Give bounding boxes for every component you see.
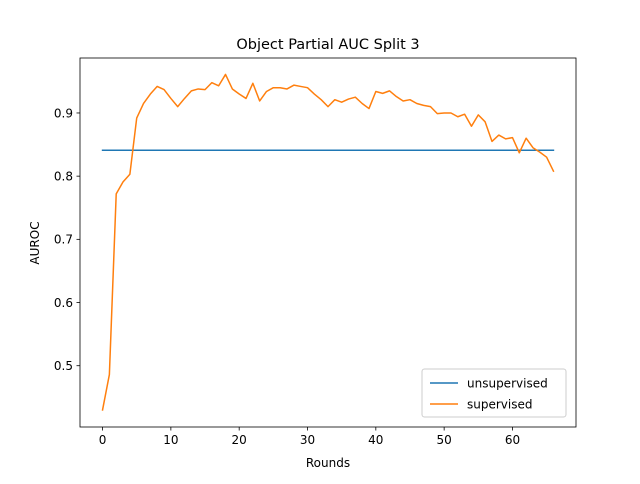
x-tick-label: 40 (368, 433, 383, 447)
plot-area: 0 10 20 30 40 50 60 0.5 0.6 0.7 0.8 0.9 unsupervised… (54, 57, 577, 447)
x-tick-label: 50 (437, 433, 452, 447)
x-tick-label: 30 (300, 433, 315, 447)
y-tick-label: 0.6 (54, 296, 73, 310)
legend-label-unsupervised: unsupervised (467, 376, 548, 390)
series-line-supervised (101, 73, 555, 411)
y-tick-label: 0.8 (54, 169, 73, 183)
y-tick-label: 0.5 (54, 359, 73, 373)
legend-label-supervised: supervised (467, 397, 532, 411)
x-tick-label: 0 (99, 433, 107, 447)
x-tick-label: 10 (163, 433, 178, 447)
legend-box (421, 368, 567, 418)
y-tick-label: 0.7 (54, 233, 73, 247)
x-tick-label: 60 (505, 433, 520, 447)
chart-title: Object Partial AUC Split 3 (236, 37, 419, 53)
y-tick-label: 0.9 (54, 106, 73, 120)
x-axis-label: Rounds (306, 456, 350, 470)
axes-frame (79, 57, 577, 428)
x-tick-label: 20 (232, 433, 247, 447)
y-axis-label: AUROC (28, 221, 42, 264)
